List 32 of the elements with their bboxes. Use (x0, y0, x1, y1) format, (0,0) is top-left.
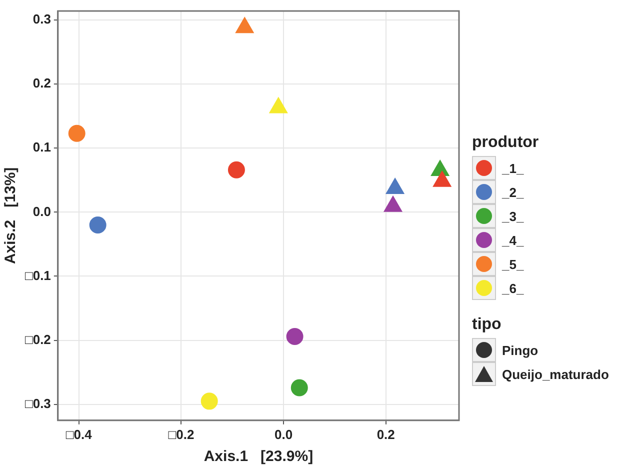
y-tick-label: □0.3 (24, 396, 51, 411)
legend-title: produtor (472, 134, 540, 152)
text: Queijo_maturado (502, 366, 609, 382)
point (386, 178, 404, 194)
point (384, 196, 402, 212)
y-tick-label: 0.0 (32, 204, 51, 219)
legend-label: _6_ (502, 280, 524, 296)
legend-label: _1_ (502, 160, 524, 176)
y-tick-label: 0.3 (32, 12, 51, 27)
legend-label: _4_ (502, 232, 524, 248)
y-axis-title: Axis.2 [13%] (2, 167, 20, 264)
y-tick-label: □0.2 (24, 332, 51, 347)
x-tick-label: 0.2 (376, 426, 395, 442)
x-tick-label: □0.4 (66, 426, 93, 442)
point (200, 392, 218, 410)
x-tick-label: □0.2 (168, 426, 194, 442)
y-tick-label: 0.1 (32, 140, 51, 155)
point (286, 328, 304, 345)
legend-label: _3_ (502, 208, 524, 224)
legend-label: _5_ (502, 256, 524, 272)
legend-label: _2_ (502, 184, 524, 200)
x-tick-label: 0.0 (274, 426, 293, 442)
x-axis-title: Axis.1 [23.9%] (204, 448, 314, 466)
y-tick-label: □0.1 (24, 268, 51, 283)
point (235, 17, 254, 34)
point (89, 216, 106, 234)
point (432, 170, 452, 187)
y-tick-label: 0.2 (32, 76, 51, 91)
text: tipo (472, 316, 502, 334)
text: Pingo (502, 342, 538, 358)
point (290, 379, 308, 396)
point (269, 97, 288, 114)
